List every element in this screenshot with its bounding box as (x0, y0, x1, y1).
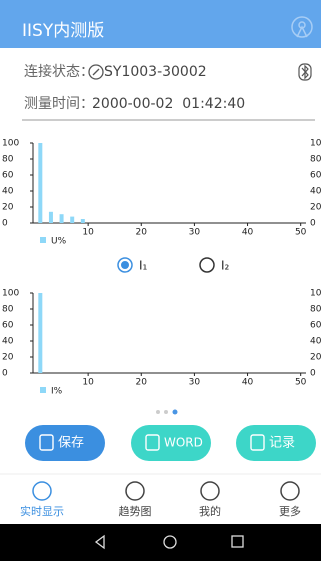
x-tick-label: 40 (242, 378, 254, 388)
y-tick-label: 80 (2, 155, 14, 165)
y-tick-label: 40 (2, 187, 14, 197)
y2-tick-label: 40 (310, 187, 321, 197)
x-tick-label: 50 (295, 378, 307, 388)
y2-tick-label: 0 (310, 369, 316, 379)
system-nav-bar (0, 524, 321, 561)
bar (59, 214, 64, 223)
bar (70, 216, 75, 223)
time-label: 测量时间： (24, 96, 94, 112)
x-tick-label: 30 (189, 378, 201, 388)
bar (80, 219, 85, 223)
action-button[interactable] (236, 425, 316, 461)
legend-swatch (40, 387, 46, 393)
y2-tick-label: 80 (310, 155, 321, 165)
action-button[interactable] (25, 425, 105, 461)
bar (38, 293, 43, 373)
y2-tick-label: 40 (310, 337, 321, 347)
y-tick-label: 100 (2, 139, 19, 149)
y2-tick-label: 100 (310, 139, 321, 149)
x-tick-label: 10 (82, 378, 94, 388)
y-tick-label: 0 (2, 219, 8, 229)
x-tick-label: 10 (82, 228, 94, 238)
radio-button[interactable] (117, 257, 133, 273)
action-button[interactable] (131, 425, 211, 461)
header-bar (0, 0, 321, 48)
link-icon (88, 64, 104, 80)
nav-icon[interactable] (125, 481, 145, 501)
nav-icon[interactable] (280, 481, 300, 501)
y-tick-label: 60 (2, 321, 14, 331)
button-icon (250, 434, 265, 451)
legend-label: U% (51, 237, 67, 247)
y2-tick-label: 0 (310, 219, 316, 229)
home-button[interactable] (163, 535, 177, 549)
recent-button[interactable] (231, 535, 244, 548)
y2-tick-label: 100 (310, 289, 321, 299)
time-value: 2000-00-02 01:42:40 (92, 96, 245, 112)
button-label: 记录 (269, 436, 295, 451)
bluetooth-icon[interactable] (298, 63, 312, 81)
device-id: SY1003-30002 (104, 64, 207, 80)
nav-label[interactable]: 更多 (279, 504, 301, 518)
radio-button[interactable] (199, 257, 215, 273)
antenna-icon[interactable] (291, 16, 313, 38)
connection-label: 连接状态： (24, 63, 94, 80)
nav-label[interactable]: 趋势图 (119, 505, 152, 518)
bar (48, 211, 53, 223)
x-tick-label: 50 (295, 228, 307, 238)
x-tick-label: 20 (136, 228, 148, 238)
x-tick-label: 40 (242, 228, 254, 238)
y2-tick-label: 80 (310, 305, 321, 315)
x-tick-label: 20 (136, 378, 148, 388)
button-icon (39, 434, 54, 451)
page-dots (156, 409, 178, 415)
y-tick-label: 20 (2, 353, 14, 363)
y2-tick-label: 20 (310, 203, 321, 213)
y-tick-label: 0 (2, 369, 8, 379)
button-label: WORD (164, 436, 203, 450)
button-label: 保存 (58, 436, 84, 451)
y-tick-label: 40 (2, 337, 14, 347)
radio-label: I₂ (221, 259, 230, 273)
back-button[interactable] (94, 534, 105, 550)
y2-tick-label: 20 (310, 353, 321, 363)
nav-label[interactable]: 实时显示 (20, 504, 64, 518)
button-icon (145, 434, 160, 451)
nav-icon[interactable] (200, 481, 220, 501)
radio-label: I₁ (139, 259, 148, 273)
y2-tick-label: 60 (310, 171, 321, 181)
legend-swatch (40, 237, 46, 243)
x-tick-label: 30 (189, 228, 201, 238)
legend-label: I% (51, 387, 63, 397)
y-tick-label: 20 (2, 203, 14, 213)
bar (38, 143, 43, 223)
nav-icon[interactable] (32, 481, 52, 501)
y-tick-label: 60 (2, 171, 14, 181)
y2-tick-label: 60 (310, 321, 321, 331)
radio-dot (121, 261, 129, 269)
y-tick-label: 80 (2, 305, 14, 315)
nav-label[interactable]: 我的 (199, 504, 221, 518)
y-tick-label: 100 (2, 289, 19, 299)
app-title: IISY内测版 (22, 21, 104, 41)
